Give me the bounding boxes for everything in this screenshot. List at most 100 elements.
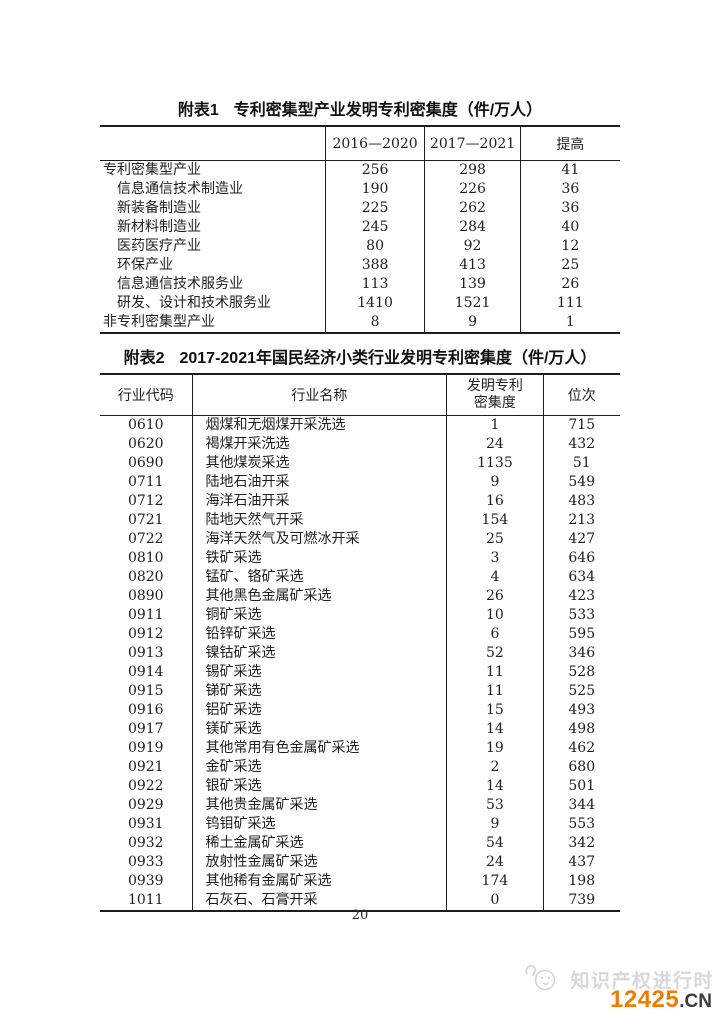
- patent-density-value: 11: [446, 663, 544, 682]
- table-row: 0712 海洋石油开采 16 483: [100, 492, 620, 511]
- value-2017-2021: 139: [424, 275, 521, 294]
- rank-value: 423: [542, 587, 620, 606]
- value-2016-2020: 245: [324, 218, 425, 237]
- industry-code: 0914: [127, 664, 164, 680]
- table-row: 0690 其他煤炭采选 1135 51: [100, 454, 620, 473]
- industry-code: 0931: [127, 816, 164, 832]
- table-row: 0711 陆地石油开采 9 549: [100, 473, 620, 492]
- patent-density-value: 52: [446, 644, 544, 663]
- value-2017-2021: 9: [424, 313, 521, 333]
- rank-value: 634: [542, 568, 620, 587]
- patent-density-value: 14: [446, 720, 544, 739]
- value-increase: 12: [519, 237, 620, 256]
- table2-header-row: 行业代码 行业名称 发明专利 密集度 位次: [100, 374, 620, 416]
- rank-value: 437: [542, 853, 620, 872]
- industry-name: 铅锌矿采选: [191, 625, 447, 644]
- industry-label: 环保产业: [117, 257, 173, 273]
- table1-patent-intensive-industries: 2016—2020 2017—2021 提高 专利密集型产业 256 298 4…: [100, 125, 620, 334]
- industry-name: 锑矿采选: [191, 682, 447, 701]
- industry-label: 信息通信技术服务业: [117, 276, 243, 292]
- patent-density-value: 9: [446, 815, 544, 834]
- table1-section: 附表1 专利密集型产业发明专利密集度（件/万人） 2016—2020 2017—2…: [100, 100, 620, 334]
- industry-code: 0890: [127, 588, 164, 604]
- table-row: 0820 锰矿、铬矿采选 4 634: [100, 568, 620, 587]
- patent-density-value: 10: [446, 606, 544, 625]
- rank-value: 501: [542, 777, 620, 796]
- page-number: 20: [351, 908, 369, 923]
- industry-code: 0917: [127, 721, 164, 737]
- industry-code: 0922: [127, 778, 164, 794]
- patent-density-value: 19: [446, 739, 544, 758]
- watermark-brand-suffix: .CN: [679, 991, 712, 1012]
- patent-density-value: 2: [446, 758, 544, 777]
- patent-density-value: 24: [446, 435, 544, 454]
- rank-value: 462: [542, 739, 620, 758]
- industry-name: 金矿采选: [191, 758, 447, 777]
- value-increase: 25: [519, 256, 620, 275]
- table1-col-2016-2020: 2016—2020: [324, 126, 425, 161]
- value-2017-2021: 413: [424, 256, 521, 275]
- rank-value: 427: [542, 530, 620, 549]
- industry-name: 锡矿采选: [191, 663, 447, 682]
- rank-value: 595: [542, 625, 620, 644]
- table2-section: 附表2 2017-2021年国民经济小类行业发明专利密集度（件/万人） 行业代码 …: [100, 348, 620, 912]
- value-increase: 1: [519, 313, 620, 333]
- table-row: 0922 银矿采选 14 501: [100, 777, 620, 796]
- value-2017-2021: 284: [424, 218, 521, 237]
- patent-density-value: 154: [446, 511, 544, 530]
- rank-value: 498: [542, 720, 620, 739]
- patent-density-value: 15: [446, 701, 544, 720]
- industry-name: 锰矿、铬矿采选: [191, 568, 447, 587]
- table2-caption-label: 附表2: [123, 350, 165, 367]
- patent-density-value: 0: [446, 891, 544, 911]
- table-row: 专利密集型产业 256 298 41: [100, 160, 620, 180]
- industry-name: 陆地天然气开采: [191, 511, 447, 530]
- table-row: 研发、设计和技术服务业 1410 1521 111: [100, 294, 620, 313]
- patent-density-value: 174: [446, 872, 544, 891]
- industry-name: 其他黑色金属矿采选: [191, 587, 447, 606]
- rank-value: 533: [542, 606, 620, 625]
- table2-industry-patent-density: 行业代码 行业名称 发明专利 密集度 位次 0610 烟煤和无烟煤开采洗选 1: [100, 373, 620, 912]
- table2-caption-text: 2017-2021年国民经济小类行业发明专利密集度（件/万人）: [179, 350, 597, 367]
- industry-name: 褐煤开采洗选: [191, 435, 447, 454]
- industry-code: 0712: [127, 493, 164, 509]
- patent-density-value: 9: [446, 473, 544, 492]
- table-row: 非专利密集型产业 8 9 1: [100, 313, 620, 333]
- industry-label: 研发、设计和技术服务业: [117, 295, 271, 311]
- industry-code: 0810: [127, 550, 164, 566]
- table-row: 医药医疗产业 80 92 12: [100, 237, 620, 256]
- industry-name: 银矿采选: [191, 777, 447, 796]
- table-row: 0610 烟煤和无烟煤开采洗选 1 715: [100, 415, 620, 435]
- industry-name: 镍钴矿采选: [191, 644, 447, 663]
- table-row: 0921 金矿采选 2 680: [100, 758, 620, 777]
- industry-name: 其他稀有金属矿采选: [191, 872, 447, 891]
- industry-code: 0939: [127, 873, 164, 889]
- patent-density-value: 14: [446, 777, 544, 796]
- table-row: 0913 镍钴矿采选 52 346: [100, 644, 620, 663]
- table-row: 新材料制造业 245 284 40: [100, 218, 620, 237]
- industry-label: 医药医疗产业: [117, 238, 201, 254]
- rank-value: 549: [542, 473, 620, 492]
- rank-value: 680: [542, 758, 620, 777]
- table-row: 新装备制造业 225 262 36: [100, 199, 620, 218]
- patent-density-value: 53: [446, 796, 544, 815]
- table-row: 0916 铝矿采选 15 493: [100, 701, 620, 720]
- industry-name: 海洋天然气及可燃冰开采: [191, 530, 447, 549]
- value-2016-2020: 225: [324, 199, 425, 218]
- industry-code: 0921: [127, 759, 164, 775]
- patent-density-value: 26: [446, 587, 544, 606]
- industry-name: 稀土金属矿采选: [191, 834, 447, 853]
- table-row: 0722 海洋天然气及可燃冰开采 25 427: [100, 530, 620, 549]
- patent-density-value: 4: [446, 568, 544, 587]
- table1-col-increase: 提高: [519, 126, 620, 161]
- table1-caption-text: 专利密集型产业发明专利密集度（件/万人）: [233, 102, 543, 119]
- industry-code: 1011: [127, 892, 164, 908]
- patent-density-value: 11: [446, 682, 544, 701]
- industry-label: 专利密集型产业: [103, 162, 201, 178]
- value-2016-2020: 1410: [324, 294, 425, 313]
- table-row: 信息通信技术制造业 190 226 36: [100, 180, 620, 199]
- rank-value: 342: [542, 834, 620, 853]
- rank-value: 432: [542, 435, 620, 454]
- table1-col-2017-2021: 2017—2021: [424, 126, 521, 161]
